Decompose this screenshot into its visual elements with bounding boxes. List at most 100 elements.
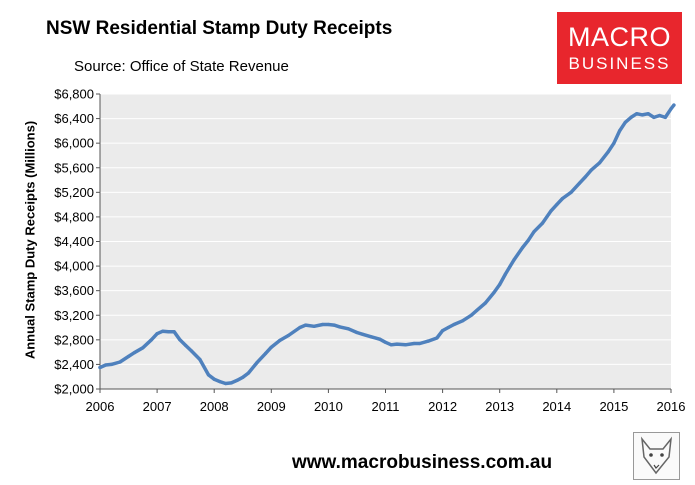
data-point (246, 371, 251, 375)
data-point (141, 346, 145, 350)
data-point (166, 330, 171, 334)
data-point (104, 363, 108, 367)
y-tick-label: $4,800 (54, 209, 94, 224)
data-point (629, 115, 633, 119)
y-tick-label: $2,400 (54, 357, 94, 372)
x-tick-label: 2010 (314, 399, 343, 414)
data-point (503, 272, 507, 276)
fox-logo-icon (633, 432, 680, 480)
data-point (264, 351, 268, 355)
data-point (118, 360, 122, 364)
data-point (540, 221, 545, 225)
data-point (369, 335, 373, 339)
logo-line-1: MACRO (568, 22, 671, 52)
data-point (483, 301, 487, 305)
data-point (332, 323, 336, 327)
data-point (663, 115, 667, 119)
data-point (155, 332, 159, 336)
data-point (298, 325, 302, 330)
data-point (441, 329, 445, 333)
macrobusiness-logo: MACRO BUSINESS (557, 12, 682, 84)
data-point (184, 343, 188, 347)
chart-source: Source: Office of State Revenue (74, 58, 289, 75)
data-point (623, 120, 627, 124)
data-point (452, 322, 456, 327)
data-point (583, 175, 587, 179)
data-point (255, 361, 259, 365)
data-point (346, 327, 350, 331)
data-point (461, 319, 465, 323)
data-point (109, 362, 113, 366)
data-point (321, 322, 325, 327)
y-tick-label: $4,400 (54, 234, 94, 249)
data-point (640, 113, 645, 117)
x-tick-label: 2006 (86, 399, 115, 414)
data-point (646, 112, 650, 116)
data-point (426, 339, 430, 343)
data-point (304, 323, 308, 327)
data-point (492, 290, 496, 295)
data-point (389, 343, 393, 347)
data-point (212, 377, 216, 381)
website-url: www.macrobusiness.com.au (292, 452, 553, 473)
data-point (361, 332, 365, 336)
logo-line-2: BUSINESS (568, 54, 671, 73)
data-point (618, 129, 622, 133)
data-point (172, 330, 176, 334)
data-point (446, 325, 450, 330)
y-tick-label: $2,000 (54, 382, 94, 397)
data-point (578, 181, 582, 185)
data-point (224, 381, 228, 386)
data-point (532, 230, 536, 234)
data-point (598, 161, 602, 165)
data-point (403, 343, 408, 347)
data-point (198, 357, 202, 362)
data-point (178, 338, 182, 342)
x-tick-label: 2011 (372, 399, 400, 414)
data-point (612, 141, 616, 145)
x-tick-label: 2015 (599, 399, 628, 414)
data-point (218, 380, 222, 384)
data-point (658, 113, 662, 118)
y-tick-label: $6,400 (54, 111, 94, 126)
y-tick-label: $3,600 (54, 283, 94, 298)
data-point (549, 209, 553, 213)
x-tick-label: 2012 (428, 399, 457, 414)
data-point (338, 325, 342, 329)
data-point (235, 378, 239, 382)
data-point (469, 313, 473, 317)
x-tick-label: 2007 (143, 399, 172, 414)
data-point (326, 322, 330, 327)
data-point (520, 246, 525, 250)
chart-title: NSW Residential Stamp Duty Receipts (46, 18, 393, 39)
data-point (278, 338, 282, 342)
data-point (475, 308, 479, 312)
data-point (378, 337, 382, 341)
data-point (569, 190, 573, 194)
data-point (269, 345, 273, 349)
data-point (149, 338, 153, 342)
data-point (635, 112, 639, 116)
data-point (383, 340, 388, 344)
data-point (606, 150, 610, 154)
data-point (206, 373, 211, 377)
data-point (395, 342, 399, 346)
data-point (412, 341, 416, 346)
y-tick-label: $2,800 (54, 332, 94, 347)
data-point (418, 341, 422, 346)
data-point (355, 330, 359, 335)
data-point (652, 115, 656, 119)
data-point (526, 238, 530, 242)
data-point (132, 351, 136, 355)
x-tick-label: 2016 (657, 399, 686, 414)
x-tick-label: 2013 (485, 399, 514, 414)
data-point (512, 258, 516, 262)
data-point (560, 196, 565, 201)
y-tick-label: $5,200 (54, 185, 94, 200)
data-point (555, 203, 559, 207)
data-point (435, 336, 439, 340)
y-tick-label: $6,800 (54, 87, 94, 102)
y-tick-label: $3,200 (54, 308, 94, 323)
x-tick-label: 2014 (542, 399, 571, 414)
